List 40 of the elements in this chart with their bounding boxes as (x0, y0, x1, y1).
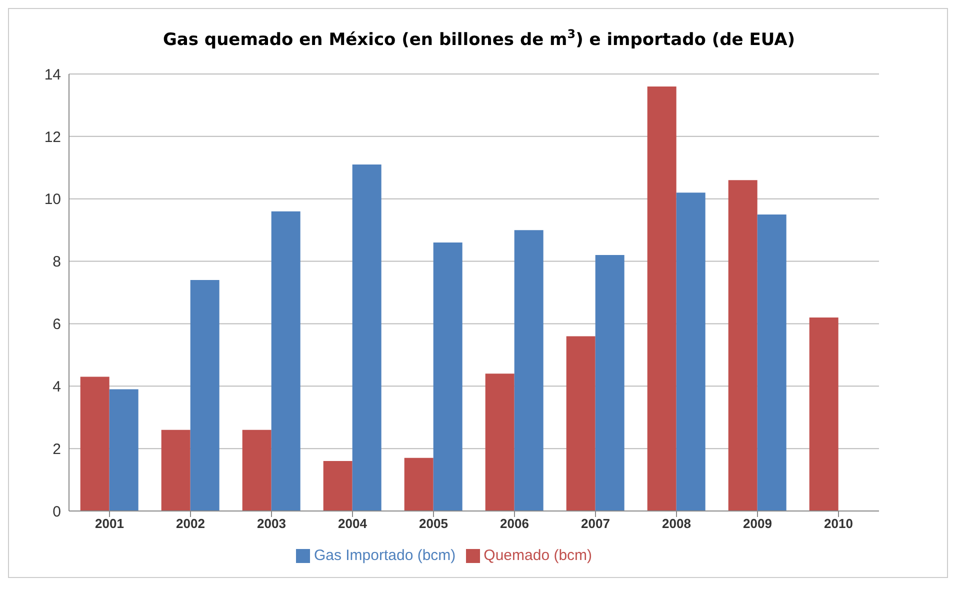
bar (323, 461, 352, 511)
y-tick-label: 2 (52, 440, 61, 458)
x-tick-label: 2004 (338, 516, 368, 532)
bar (485, 374, 514, 511)
y-tick-label: 4 (52, 378, 61, 396)
bar (728, 180, 758, 511)
bar (404, 458, 434, 511)
bar (433, 242, 462, 511)
x-tick-label: 2002 (176, 516, 205, 532)
y-tick-label: 0 (52, 503, 61, 520)
y-tick-label: 12 (44, 128, 61, 146)
y-tick-label: 8 (52, 254, 61, 271)
x-tick-label: 2003 (257, 516, 286, 532)
x-tick-label: 2008 (662, 516, 691, 532)
x-tick-label: 2010 (824, 516, 853, 532)
bar (161, 430, 190, 511)
legend-label: Gas Importado (bcm) (314, 547, 456, 564)
bar (242, 430, 272, 511)
bar (514, 230, 544, 511)
bar (352, 164, 382, 511)
x-tick-label: 2005 (419, 516, 448, 532)
bar (676, 192, 706, 511)
x-tick-label: 2009 (743, 516, 772, 532)
bar (80, 376, 110, 511)
x-tick-label: 2007 (581, 516, 610, 532)
bar (757, 214, 786, 511)
bar (566, 336, 596, 511)
bar (647, 86, 676, 511)
x-tick-label: 2006 (500, 516, 529, 532)
x-tick-label: 2001 (95, 516, 124, 532)
chart-title: Gas quemado en México (en billones de m$^{3}$) e importado (de EUA) (162, 27, 796, 50)
bar (109, 389, 138, 511)
y-tick-label: 14 (44, 66, 61, 84)
y-tick-label: 6 (52, 316, 61, 334)
bar (809, 317, 838, 511)
bar (271, 211, 300, 511)
bar (595, 255, 624, 511)
y-tick-label: 10 (44, 191, 61, 208)
bar (190, 280, 220, 511)
legend-label: Quemado (bcm) (484, 547, 592, 564)
